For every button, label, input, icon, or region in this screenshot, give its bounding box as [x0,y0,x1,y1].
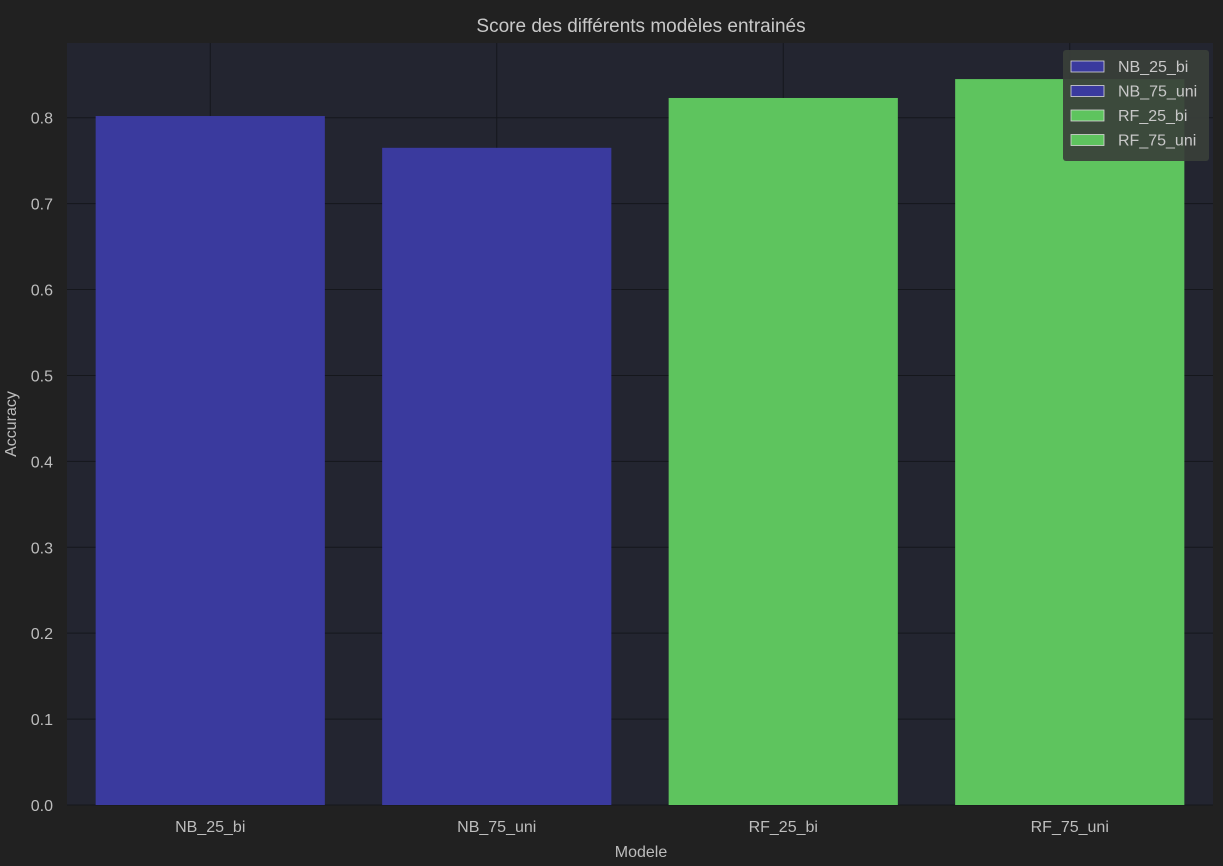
bar-NB_75_uni [382,147,612,805]
x-tick-label: RF_75_uni [1031,819,1109,836]
chart-title: Score des différents modèles entrainés [476,16,805,37]
y-tick-label: 0.4 [31,454,53,471]
x-axis-label: Modele [615,844,668,861]
y-tick-label: 0.7 [31,197,53,214]
legend-swatch [1070,109,1105,122]
x-tick-label: RF_25_bi [749,819,818,836]
bars [95,79,1185,805]
legend-swatch [1070,85,1105,97]
y-tick-labels: 0.0 0.1 0.2 0.3 0.4 0.5 0.6 0.7 0.8 [31,111,53,815]
y-tick-label: 0.0 [31,798,53,815]
y-tick-label: 0.6 [31,283,53,300]
y-tick-label: 0.8 [31,111,53,128]
legend-label: NB_25_bi [1118,59,1188,76]
x-tick-label: NB_25_bi [175,819,245,836]
legend-swatch [1070,134,1105,146]
y-tick-label: 0.2 [31,626,53,643]
y-tick-label: 0.5 [31,368,53,385]
x-tick-label: NB_75_uni [457,819,536,836]
bar-NB_25_bi [95,116,325,805]
y-axis-label: Accuracy [3,391,20,457]
legend-swatch [1070,60,1105,73]
legend-label: RF_75_uni [1118,133,1196,150]
legend-label: RF_25_bi [1118,108,1187,125]
y-tick-label: 0.1 [31,712,53,729]
x-tick-labels: NB_25_bi NB_75_uni RF_25_bi RF_75_uni [175,819,1109,836]
bar-RF_25_bi [668,97,898,805]
y-tick-label: 0.3 [31,540,53,557]
legend-label: NB_75_uni [1118,84,1197,101]
legend: NB_25_bi NB_75_uni RF_25_bi RF_75_uni [1063,50,1209,161]
bar-RF_75_uni [955,79,1185,805]
legend-box [1063,50,1209,161]
